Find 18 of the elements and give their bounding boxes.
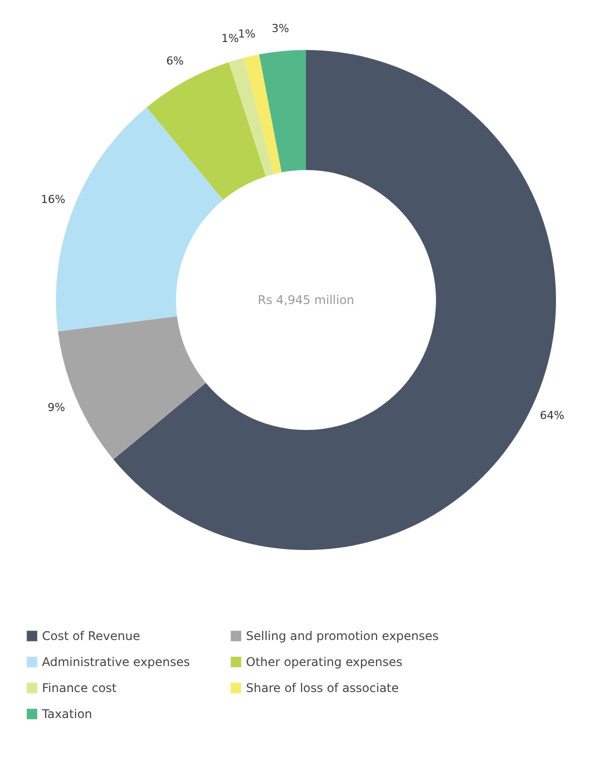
data-label: 1% <box>238 28 256 41</box>
legend-label: Selling and promotion expenses <box>246 629 439 643</box>
data-label: 64% <box>540 408 564 422</box>
donut-slice <box>244 54 282 174</box>
text: Rs 4,945 million <box>258 293 354 307</box>
legend-label: Other operating expenses <box>246 655 402 669</box>
data-label: 9% <box>48 401 66 414</box>
legend-label: Cost of Revenue <box>42 629 140 643</box>
data-label: 6% <box>166 54 184 68</box>
data-label: 3% <box>272 22 290 36</box>
data-label: 16% <box>40 192 66 206</box>
legend-label: Taxation <box>41 707 92 721</box>
legend-label: Finance cost <box>42 681 117 695</box>
donut-slice <box>228 58 274 176</box>
donut-slice <box>259 50 306 172</box>
data-label: 1% <box>221 32 239 45</box>
legend-label: Share of loss of associate <box>246 681 399 695</box>
legend-label: Administrative expenses <box>42 655 190 669</box>
